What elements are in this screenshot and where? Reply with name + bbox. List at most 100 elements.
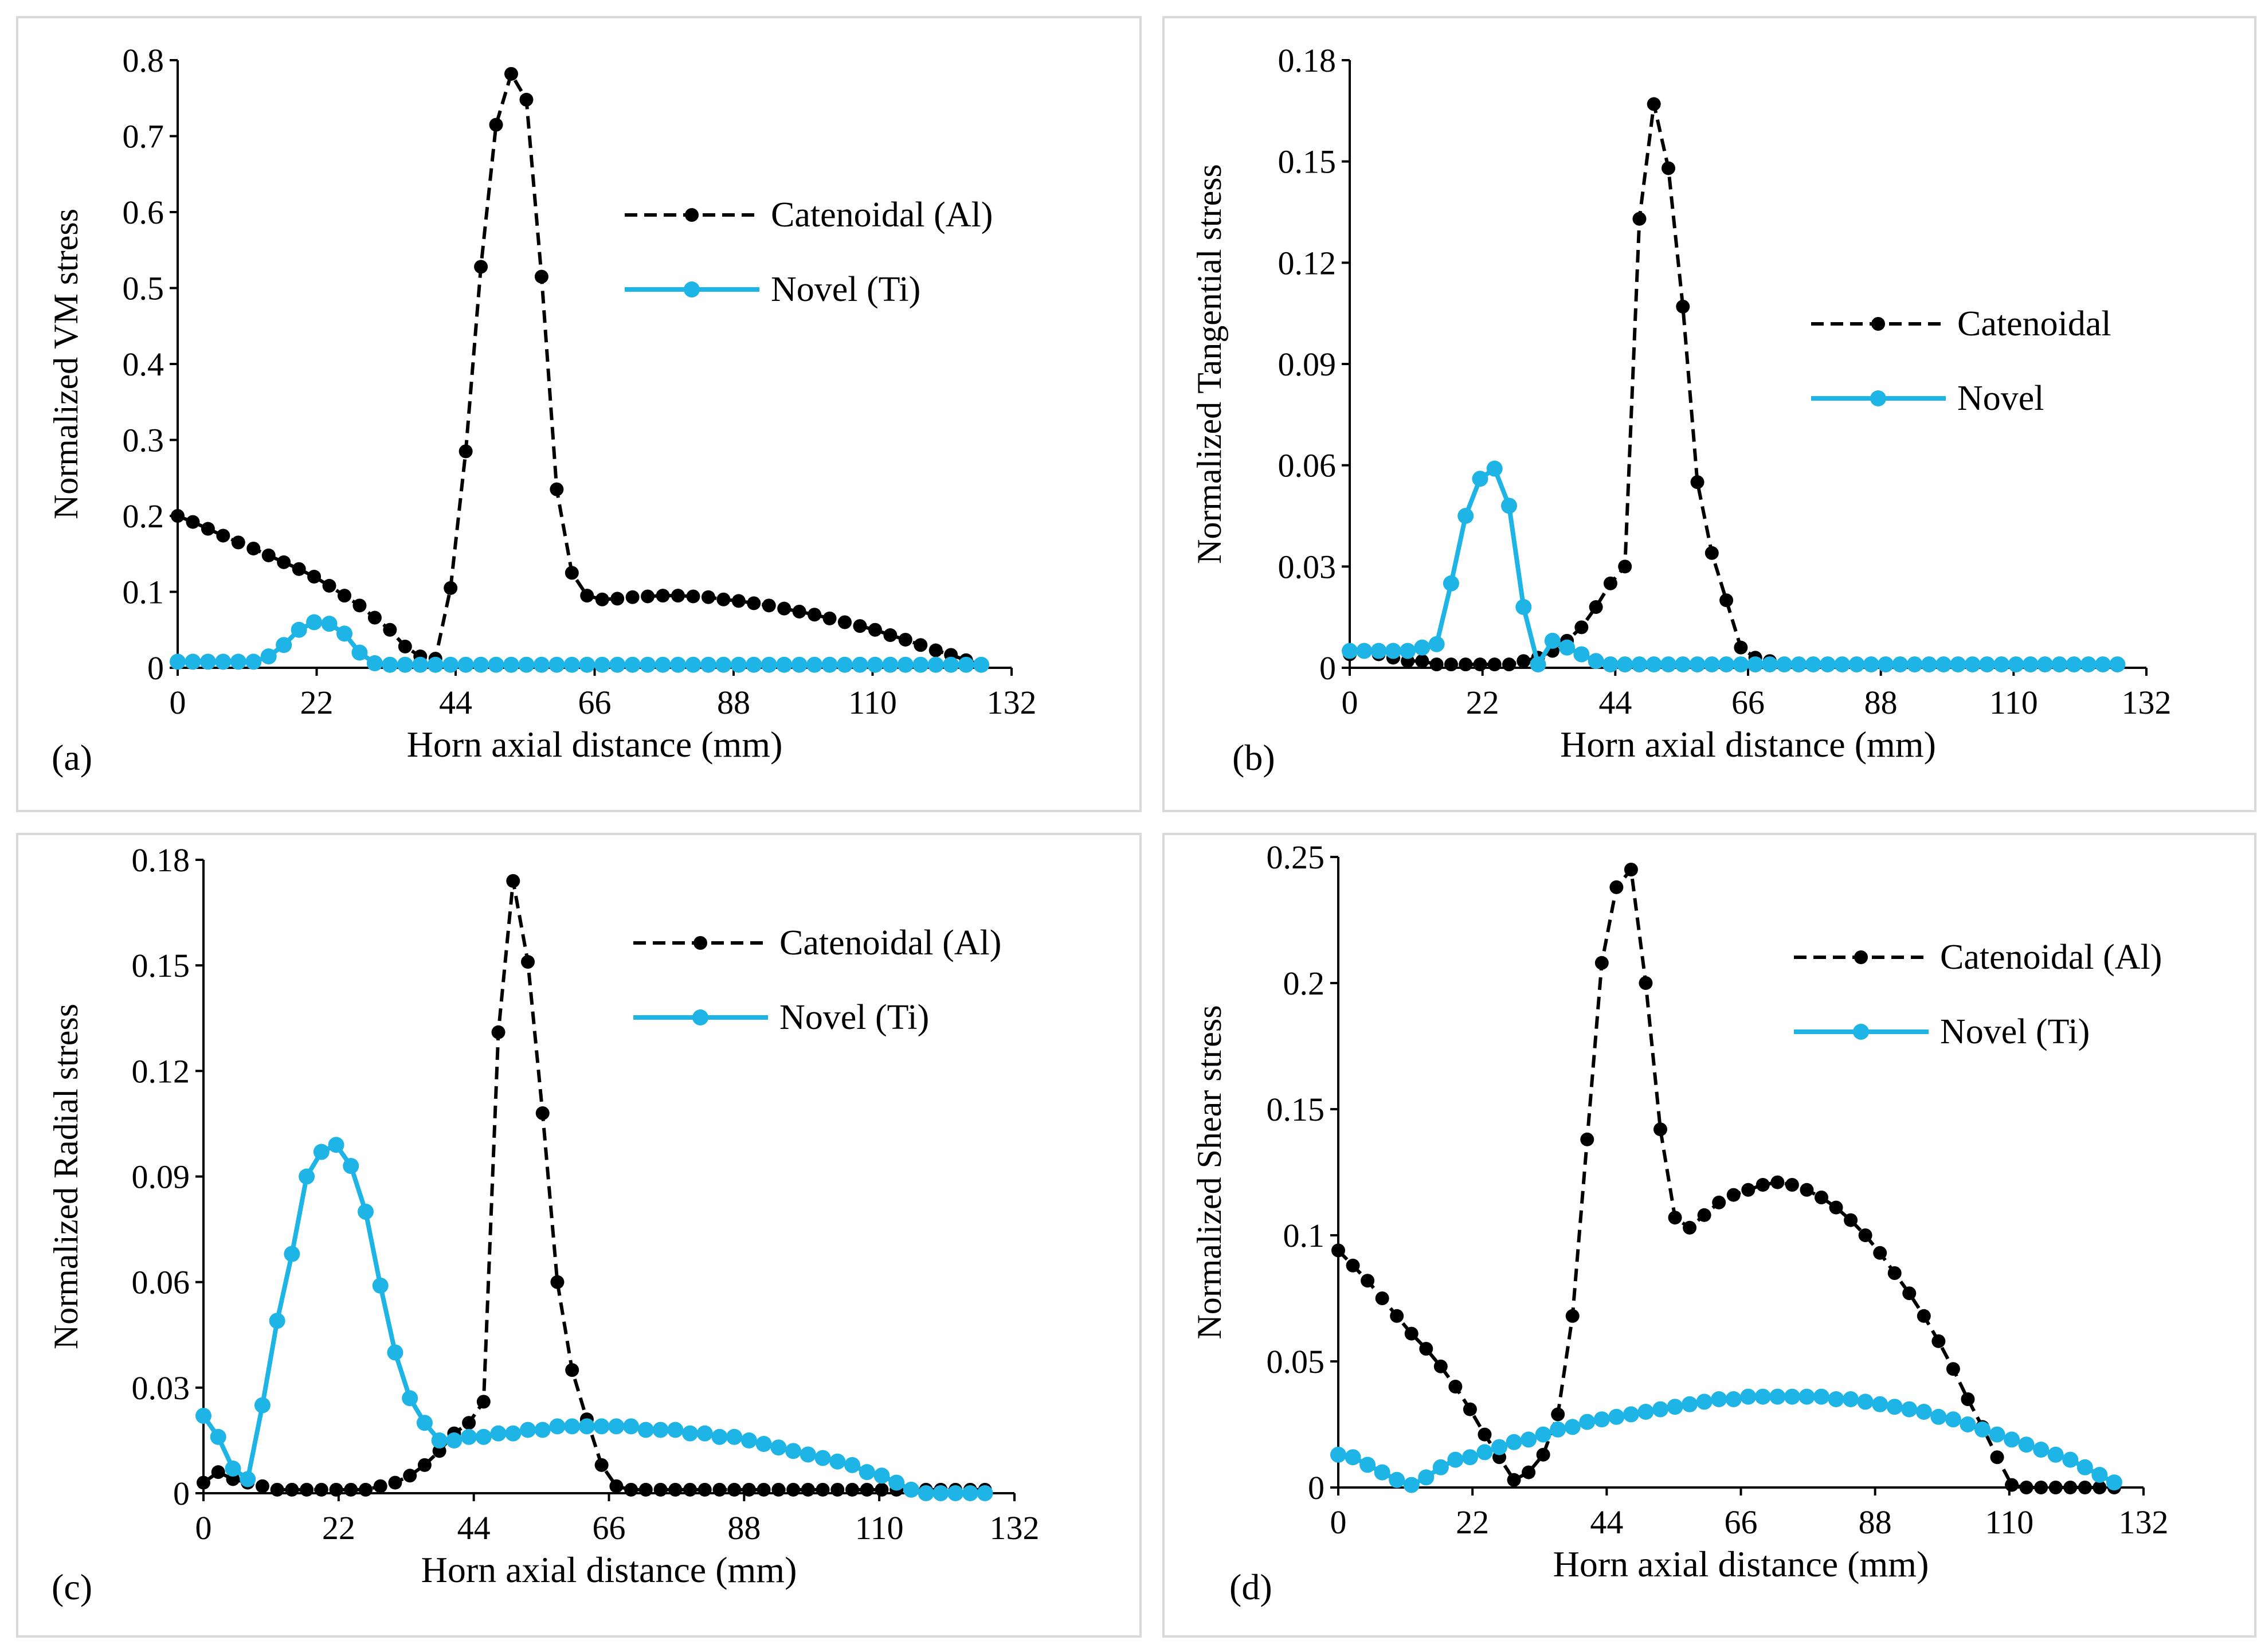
data-point-novel: [730, 656, 747, 673]
data-point-catenoidal: [491, 1025, 506, 1039]
data-point-novel: [210, 1428, 226, 1445]
data-point-novel: [240, 1471, 256, 1487]
data-point-catenoidal: [1676, 299, 1690, 314]
data-point-catenoidal: [1487, 657, 1502, 672]
data-point-novel: [806, 656, 823, 673]
data-point-catenoidal: [1404, 1326, 1419, 1341]
data-point-catenoidal: [792, 604, 806, 618]
data-point-novel: [313, 1144, 330, 1160]
data-point-catenoidal: [1697, 1208, 1711, 1222]
data-point-catenoidal: [712, 1482, 727, 1497]
data-point-novel: [1535, 1426, 1551, 1443]
data-point-novel: [1389, 1471, 1405, 1488]
data-point-catenoidal: [1589, 600, 1603, 614]
data-point-novel: [1769, 1388, 1786, 1405]
y-tick-label: 0: [1308, 1469, 1325, 1506]
x-tick-label: 0: [1330, 1504, 1347, 1541]
data-point-catenoidal: [292, 562, 306, 576]
data-point-novel: [1974, 1421, 1990, 1438]
data-point-novel: [670, 656, 686, 673]
data-point-novel: [1530, 656, 1546, 673]
x-axis-label: Horn axial distance (mm): [421, 1549, 797, 1590]
data-point-catenoidal: [1522, 1465, 1536, 1479]
data-point-catenoidal: [762, 598, 776, 613]
data-point-novel: [276, 637, 292, 653]
data-point-novel: [1667, 1399, 1683, 1415]
data-point-novel: [1906, 656, 1923, 673]
data-point-catenoidal: [1517, 654, 1531, 668]
data-point-novel: [387, 1344, 403, 1361]
data-point-catenoidal: [403, 1469, 417, 1483]
data-point-novel: [1993, 656, 2010, 673]
data-point-novel: [372, 1277, 389, 1294]
data-point-catenoidal: [1690, 475, 1704, 490]
data-point-novel: [1790, 656, 1807, 673]
data-point-novel: [291, 621, 307, 638]
data-point-catenoidal: [459, 444, 473, 459]
x-tick-label: 66: [1731, 684, 1765, 721]
data-point-catenoidal: [1990, 1450, 2004, 1465]
data-point-novel: [932, 1485, 949, 1501]
data-point-catenoidal: [1785, 1178, 1799, 1192]
data-point-novel: [1506, 1434, 1522, 1450]
x-tick-label: 132: [2122, 684, 2172, 721]
data-point-novel: [351, 644, 368, 661]
data-point-catenoidal: [550, 1275, 565, 1289]
data-point-novel: [1447, 1451, 1464, 1468]
data-point-catenoidal: [519, 92, 534, 107]
y-tick-label: 0.09: [1278, 346, 1337, 383]
data-point-catenoidal: [1459, 657, 1473, 672]
data-point-novel: [254, 1397, 271, 1414]
data-point-catenoidal: [344, 1482, 358, 1497]
data-point-catenoidal: [550, 482, 564, 496]
data-point-novel: [230, 653, 246, 670]
data-point-catenoidal: [1800, 1183, 1814, 1197]
data-point-novel: [2095, 656, 2111, 673]
x-tick-label: 66: [593, 1509, 626, 1547]
data-point-catenoidal: [656, 589, 670, 603]
data-point-novel: [1432, 1459, 1449, 1475]
x-axis-label: Horn axial distance (mm): [407, 724, 783, 765]
legend-swatch-marker: [684, 281, 700, 297]
data-point-novel: [564, 1418, 581, 1435]
data-point-catenoidal: [816, 1482, 830, 1497]
data-point-novel: [2033, 1442, 2050, 1458]
data-point-novel: [170, 653, 186, 670]
data-point-catenoidal: [822, 611, 837, 625]
data-point-catenoidal: [1902, 1286, 1917, 1301]
data-point-catenoidal: [1639, 976, 1653, 990]
data-point-novel: [800, 1446, 816, 1463]
data-point-catenoidal: [1719, 593, 1734, 608]
data-point-novel: [2047, 1446, 2064, 1463]
data-point-catenoidal: [1429, 657, 1444, 672]
data-point-novel: [533, 656, 550, 673]
data-point-novel: [655, 656, 671, 673]
x-tick-label: 0: [195, 1509, 212, 1547]
data-point-catenoidal: [1478, 1427, 1492, 1442]
data-point-catenoidal: [609, 1479, 624, 1493]
data-point-catenoidal: [329, 1482, 343, 1497]
data-point-novel: [1960, 1416, 1976, 1432]
data-point-catenoidal: [595, 592, 609, 606]
data-point-novel: [412, 656, 429, 673]
data-point-catenoidal: [727, 1482, 742, 1497]
legend-swatch-marker: [693, 936, 707, 950]
data-point-novel: [1878, 656, 1894, 673]
data-point-catenoidal: [1734, 640, 1748, 655]
data-point-catenoidal: [1618, 559, 1632, 574]
data-point-novel: [1602, 656, 1619, 673]
data-point-novel: [1573, 646, 1590, 663]
y-tick-label: 0.2: [123, 498, 164, 535]
data-point-novel: [1798, 1388, 1815, 1405]
y-tick-label: 0.25: [1267, 839, 1325, 876]
y-tick-label: 0.5: [123, 270, 164, 307]
data-point-novel: [1761, 656, 1778, 673]
x-tick-label: 110: [848, 684, 897, 721]
data-point-catenoidal: [314, 1482, 328, 1497]
data-point-novel: [1747, 656, 1764, 673]
data-point-catenoidal: [476, 1395, 491, 1409]
chart-panel-c: 0 0.03 0.06 0.09 0.12 0.15 0.18 0 22 44 66 88 110 132…: [16, 833, 1142, 1638]
data-point-novel: [475, 1428, 492, 1445]
x-tick-label: 132: [2119, 1504, 2169, 1541]
